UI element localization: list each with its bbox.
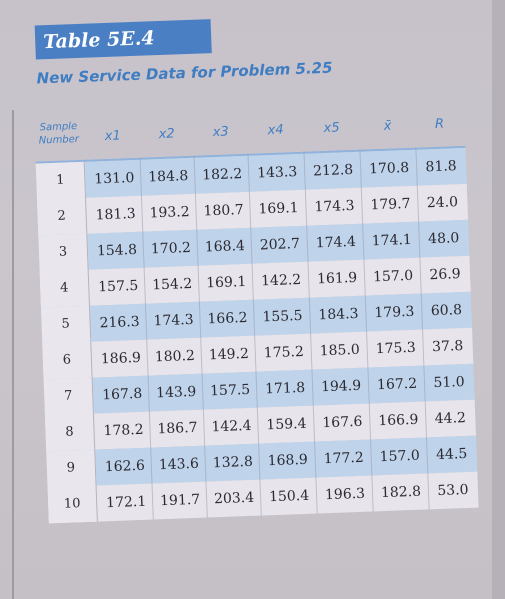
header-col-3: x3 — [212, 124, 229, 141]
page-gutter-line — [12, 110, 14, 599]
value-cell: 168.4 — [204, 237, 246, 256]
value-cell: 181.3 — [95, 205, 136, 224]
value-cell: 174.3 — [314, 197, 355, 216]
header-col-6: x̄ — [383, 118, 392, 134]
sample-number-cell: 4 — [39, 269, 90, 308]
value-cell: 157.0 — [379, 447, 421, 466]
value-cell: 167.2 — [376, 375, 418, 394]
sample-number-cell: 10 — [47, 485, 98, 524]
value-cell: 157.5 — [97, 277, 139, 296]
value-cell: 44.5 — [435, 445, 468, 464]
value-cell: 60.8 — [430, 302, 463, 320]
value-cell: 175.2 — [263, 343, 305, 362]
value-cell: 166.9 — [378, 411, 419, 430]
sample-number-cell: 1 — [35, 161, 86, 200]
value-cell: 196.3 — [324, 485, 366, 504]
sample-number-cell: 3 — [38, 233, 89, 272]
value-cell: 53.0 — [437, 481, 469, 500]
value-cell: 131.0 — [93, 170, 135, 188]
value-cell: 154.8 — [96, 241, 138, 260]
value-cell: 174.4 — [315, 233, 357, 252]
table-title: New Service Data for Problem 5.25 — [36, 58, 333, 88]
value-cell: 26.9 — [429, 266, 461, 284]
value-cell: 167.6 — [322, 413, 363, 432]
value-cell: 167.8 — [101, 385, 143, 404]
sample-number-cell: 2 — [37, 197, 88, 236]
sample-number-cell: 7 — [43, 377, 94, 416]
value-cell: 171.8 — [264, 379, 306, 398]
value-cell: 161.9 — [316, 269, 358, 288]
value-cell: 178.2 — [103, 421, 144, 440]
value-cell: 212.8 — [312, 161, 354, 180]
data-table: Sample Number x1 x2 x3 x4 x5 x̄ R 1 131.0 184.8 1… — [34, 101, 479, 524]
value-cell: 216.3 — [99, 313, 140, 332]
value-cell: 48.0 — [427, 230, 460, 248]
sample-number-cell: 6 — [42, 341, 93, 380]
value-cell: 166.2 — [207, 309, 248, 328]
value-cell: 191.7 — [159, 491, 201, 510]
value-cell: 51.0 — [433, 374, 465, 392]
value-cell: 150.4 — [268, 487, 310, 506]
value-cell: 179.3 — [374, 303, 415, 322]
value-cell: 143.3 — [256, 164, 298, 182]
value-cell: 177.2 — [323, 449, 365, 468]
value-cell: 182.8 — [380, 483, 422, 502]
value-cell: 174.1 — [371, 231, 413, 250]
value-cell: 180.7 — [203, 202, 244, 220]
value-cell: 194.9 — [320, 377, 362, 396]
value-cell: 132.8 — [212, 453, 254, 472]
header-sample-number: Sample Number — [34, 120, 83, 148]
value-cell: 193.2 — [149, 203, 190, 222]
value-cell: 184.3 — [318, 305, 359, 324]
header-col-1: x1 — [104, 128, 122, 145]
value-cell: 142.4 — [211, 417, 252, 436]
value-cell: 24.0 — [426, 194, 459, 212]
sample-number-cell: 5 — [40, 305, 92, 344]
value-cell: 202.7 — [259, 235, 301, 254]
table-label: Table 5E.4 — [34, 19, 212, 60]
value-cell: 142.2 — [260, 271, 302, 290]
page-edge — [492, 0, 505, 599]
value-cell: 203.4 — [213, 489, 255, 508]
value-cell: 44.2 — [434, 410, 467, 428]
value-cell: 170.2 — [150, 239, 192, 258]
header-col-5: x5 — [323, 120, 340, 137]
value-cell: 175.3 — [375, 339, 417, 358]
value-cell: 159.4 — [266, 415, 307, 434]
value-cell: 180.2 — [154, 347, 196, 366]
sample-number-cell: 8 — [44, 413, 96, 452]
value-cell: 157.0 — [372, 267, 414, 286]
sample-number-cell: 9 — [46, 449, 97, 488]
value-cell: 149.2 — [208, 345, 250, 364]
header-sample-line2: Number — [38, 134, 80, 147]
header-col-7: R — [434, 116, 445, 132]
value-cell: 37.8 — [431, 338, 464, 356]
value-cell: 186.9 — [100, 349, 142, 368]
header-col-4: x4 — [267, 122, 284, 139]
value-cell: 157.5 — [209, 381, 251, 400]
value-cell: 143.6 — [158, 455, 200, 474]
table-figure: Table 5E.4 New Service Data for Problem … — [22, 0, 505, 568]
header-col-2: x2 — [158, 126, 175, 143]
value-cell: 81.8 — [425, 158, 457, 176]
value-cell: 185.0 — [319, 341, 361, 360]
value-cell: 179.7 — [370, 195, 411, 214]
value-cell: 174.3 — [153, 311, 194, 330]
value-cell: 172.1 — [105, 493, 147, 512]
value-cell: 184.8 — [147, 168, 189, 186]
value-cell: 169.1 — [258, 200, 299, 218]
value-cell: 186.7 — [157, 419, 198, 438]
value-cell: 169.1 — [205, 273, 247, 292]
value-cell: 162.6 — [104, 457, 146, 476]
value-cell: 168.9 — [267, 451, 309, 470]
value-cell: 143.9 — [155, 383, 197, 402]
value-cell: 182.2 — [201, 166, 243, 184]
value-cell: 155.5 — [262, 307, 303, 326]
value-cell: 154.2 — [151, 275, 193, 294]
value-cell: 170.8 — [368, 159, 410, 178]
